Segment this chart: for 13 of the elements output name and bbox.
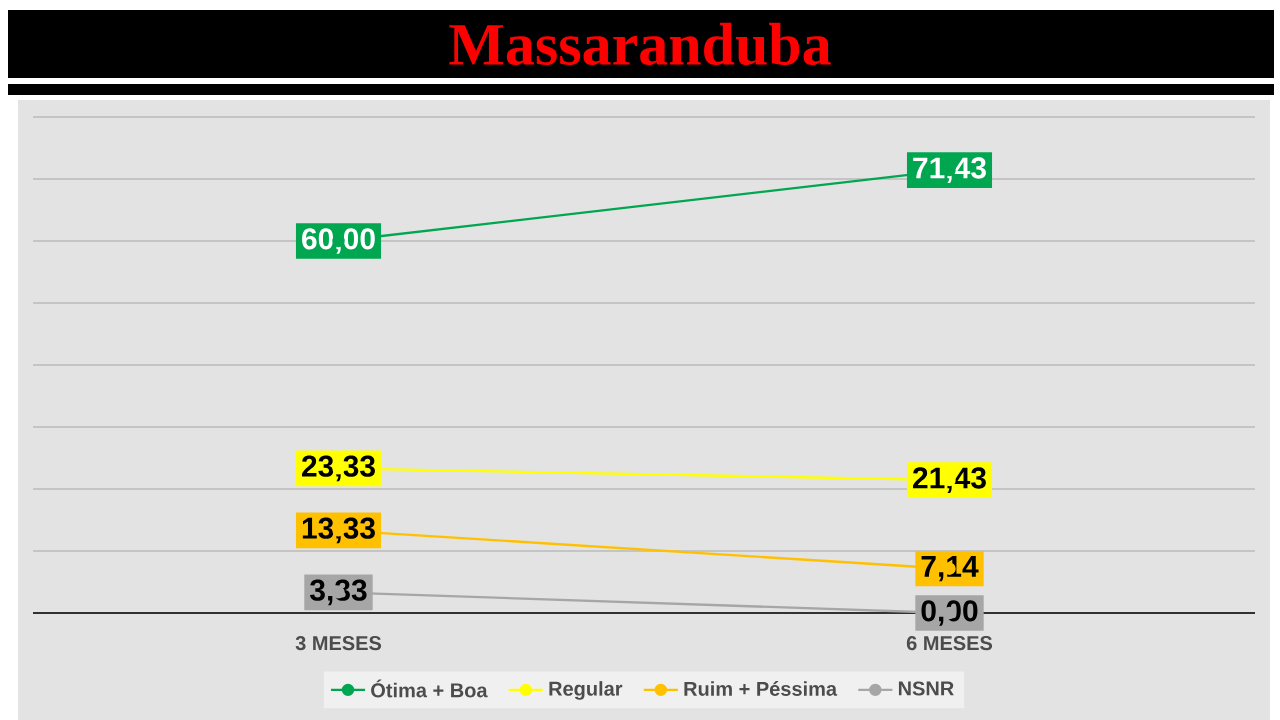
data-label: 7,14 — [921, 556, 979, 582]
legend-label: NSNR — [898, 681, 954, 696]
x-tick-label: 6 MESES — [906, 636, 993, 651]
data-label: 60,00 — [302, 228, 375, 254]
legend-label: Ótima + Boa — [371, 679, 488, 698]
x-tick-label: 3 MESES — [295, 636, 382, 651]
data-label: 13,33 — [302, 517, 375, 544]
data-label: 21,43 — [913, 467, 986, 493]
legend-label: Regular — [549, 681, 623, 700]
data-label: 71,43 — [913, 157, 986, 183]
data-label: 23,33 — [302, 455, 375, 482]
legend-label: Ruim + Péssima — [684, 681, 838, 696]
chart-title: Massaranduba — [449, 22, 831, 66]
